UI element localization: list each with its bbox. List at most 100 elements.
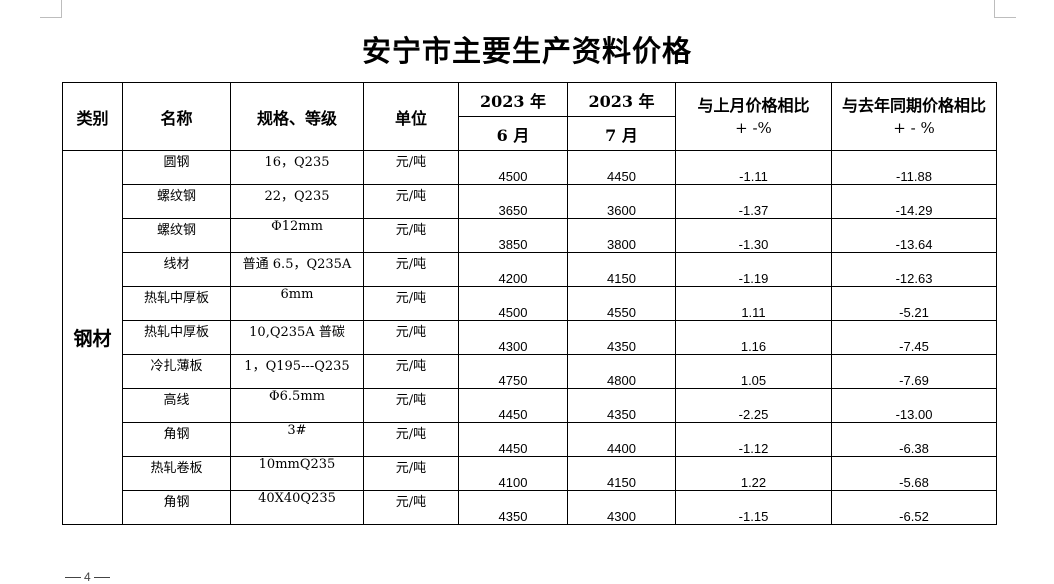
- yoy-change-cell: -14.29: [831, 184, 997, 219]
- mom-change-cell: -2.25: [675, 388, 832, 423]
- mom-change-cell: 1.16: [675, 320, 832, 355]
- spec-cell: 6mm: [230, 286, 364, 321]
- july-price-cell: 4400: [567, 422, 676, 457]
- header-yoy-line1: 与去年同期价格相比: [841, 95, 986, 115]
- yoy-change-cell: -5.68: [831, 456, 997, 491]
- page-title: 安宁市主要生产资料价格: [361, 34, 692, 68]
- july-price-cell: 4350: [567, 388, 676, 423]
- table-row: 钢材 圆钢 16，Q235 元/吨 4500 4450 -1.11 -11.88: [62, 150, 997, 525]
- mom-change-cell: 1.11: [675, 286, 832, 321]
- yoy-change-cell: -5.21: [831, 286, 997, 321]
- header-name: 名称: [122, 82, 231, 151]
- spec-cell: 16，Q235: [230, 150, 364, 185]
- spec-cell: 1，Q195---Q235: [230, 354, 364, 389]
- header-category: 类别: [62, 82, 123, 151]
- july-price-cell: 4350: [567, 320, 676, 355]
- yoy-change-cell: -6.52: [831, 490, 997, 525]
- june-price-cell: 4300: [458, 320, 568, 355]
- name-cell: 螺纹钢: [122, 184, 231, 219]
- july-price-cell: 4150: [567, 456, 676, 491]
- spec-cell: 10,Q235A 普碳: [230, 320, 364, 355]
- unit-cell: 元/吨: [363, 252, 459, 287]
- unit-cell: 元/吨: [363, 490, 459, 525]
- spec-cell: Φ6.5mm: [230, 388, 364, 423]
- june-price-cell: 4750: [458, 354, 568, 389]
- june-price-cell: 4100: [458, 456, 568, 491]
- crop-mark-top-left: [40, 0, 62, 18]
- table-row: 热轧卷板 10mmQ235 元/吨 4100 4150 1.22 -5.68: [63, 456, 997, 491]
- table-row: 热轧中厚板 10,Q235A 普碳 元/吨 4300 4350 1.16 -7.45: [63, 320, 997, 355]
- table-row: 热轧中厚板 6mm 元/吨 4500 4550 1.11 -5.21: [63, 286, 997, 321]
- header-month-over-month: 与上月价格相比 + -%: [675, 82, 832, 151]
- june-price-cell: 4500: [458, 286, 568, 321]
- mom-change-cell: -1.19: [675, 252, 832, 287]
- header-unit: 单位: [363, 82, 459, 151]
- mom-change-cell: -1.30: [675, 218, 832, 253]
- table-row: 螺纹钢 22，Q235 元/吨 3650 3600 -1.37 -14.29: [63, 184, 997, 219]
- yoy-change-cell: -13.64: [831, 218, 997, 253]
- header-year-1: 2023 年: [458, 82, 568, 117]
- header-mom-line1: 与上月价格相比: [697, 95, 810, 115]
- name-cell: 热轧中厚板: [122, 320, 231, 355]
- june-price-cell: 4200: [458, 252, 568, 287]
- table-row: 螺纹钢 Φ12mm 元/吨 3850 3800 -1.30 -13.64: [63, 218, 997, 253]
- july-price-cell: 4550: [567, 286, 676, 321]
- unit-cell: 元/吨: [363, 320, 459, 355]
- unit-cell: 元/吨: [363, 456, 459, 491]
- unit-cell: 元/吨: [363, 150, 459, 185]
- table-row: 高线 Φ6.5mm 元/吨 4450 4350 -2.25 -13.00: [63, 388, 997, 423]
- july-price-cell: 3800: [567, 218, 676, 253]
- june-price-cell: 4350: [458, 490, 568, 525]
- name-cell: 角钢: [122, 422, 231, 457]
- unit-cell: 元/吨: [363, 184, 459, 219]
- price-table: 类别 名称 规格、等级 单位 2023 年 2023 年 与上月价格相比 + -…: [62, 82, 997, 525]
- table-row: 角钢 3# 元/吨 4450 4400 -1.12 -6.38: [63, 422, 997, 457]
- yoy-change-cell: -7.69: [831, 354, 997, 389]
- name-cell: 冷扎薄板: [122, 354, 231, 389]
- spec-cell: 40X40Q235: [230, 490, 364, 525]
- yoy-change-cell: -12.63: [831, 252, 997, 287]
- spec-cell: Φ12mm: [230, 218, 364, 253]
- unit-cell: 元/吨: [363, 286, 459, 321]
- header-year-over-year: 与去年同期价格相比 + - %: [831, 82, 997, 151]
- table-row: 线材 普通 6.5，Q235A 元/吨 4200 4150 -1.19 -12.63: [63, 252, 997, 287]
- unit-cell: 元/吨: [363, 422, 459, 457]
- june-price-cell: 4450: [458, 422, 568, 457]
- mom-change-cell: -1.11: [675, 150, 832, 185]
- table-row: 角钢 40X40Q235 元/吨 4350 4300 -1.15 -6.52: [63, 490, 997, 525]
- june-price-cell: 4500: [458, 150, 568, 185]
- june-price-cell: 3850: [458, 218, 568, 253]
- name-cell: 螺纹钢: [122, 218, 231, 253]
- mom-change-cell: -1.37: [675, 184, 832, 219]
- table-row: 冷扎薄板 1，Q195---Q235 元/吨 4750 4800 1.05 -7.69: [63, 354, 997, 389]
- mom-change-cell: -1.12: [675, 422, 832, 457]
- unit-cell: 元/吨: [363, 354, 459, 389]
- unit-cell: 元/吨: [363, 218, 459, 253]
- july-price-cell: 4800: [567, 354, 676, 389]
- category-cell: 钢材: [62, 150, 123, 525]
- page-number: 4: [62, 570, 113, 584]
- yoy-change-cell: -13.00: [831, 388, 997, 423]
- july-price-cell: 4150: [567, 252, 676, 287]
- mom-change-cell: 1.22: [675, 456, 832, 491]
- table-body: 钢材 圆钢 16，Q235 元/吨 4500 4450 -1.11 -11.88 螺纹钢 22，Q…: [62, 150, 997, 525]
- yoy-change-cell: -7.45: [831, 320, 997, 355]
- june-price-cell: 4450: [458, 388, 568, 423]
- unit-cell: 元/吨: [363, 388, 459, 423]
- name-cell: 热轧卷板: [122, 456, 231, 491]
- july-price-cell: 3600: [567, 184, 676, 219]
- spec-cell: 10mmQ235: [230, 456, 364, 491]
- header-mom-line2: + -%: [735, 118, 772, 137]
- header-yoy-line2: + - %: [893, 118, 935, 137]
- july-price-cell: 4300: [567, 490, 676, 525]
- spec-cell: 3#: [230, 422, 364, 457]
- header-spec: 规格、等级: [230, 82, 364, 151]
- spec-cell: 22，Q235: [230, 184, 364, 219]
- june-price-cell: 3650: [458, 184, 568, 219]
- spec-cell: 普通 6.5，Q235A: [230, 252, 364, 287]
- july-price-cell: 4450: [567, 150, 676, 185]
- header-month-1: 6 月: [458, 116, 568, 151]
- crop-mark-top-right: [994, 0, 1016, 18]
- header-month-2: 7 月: [567, 116, 676, 151]
- yoy-change-cell: -6.38: [831, 422, 997, 457]
